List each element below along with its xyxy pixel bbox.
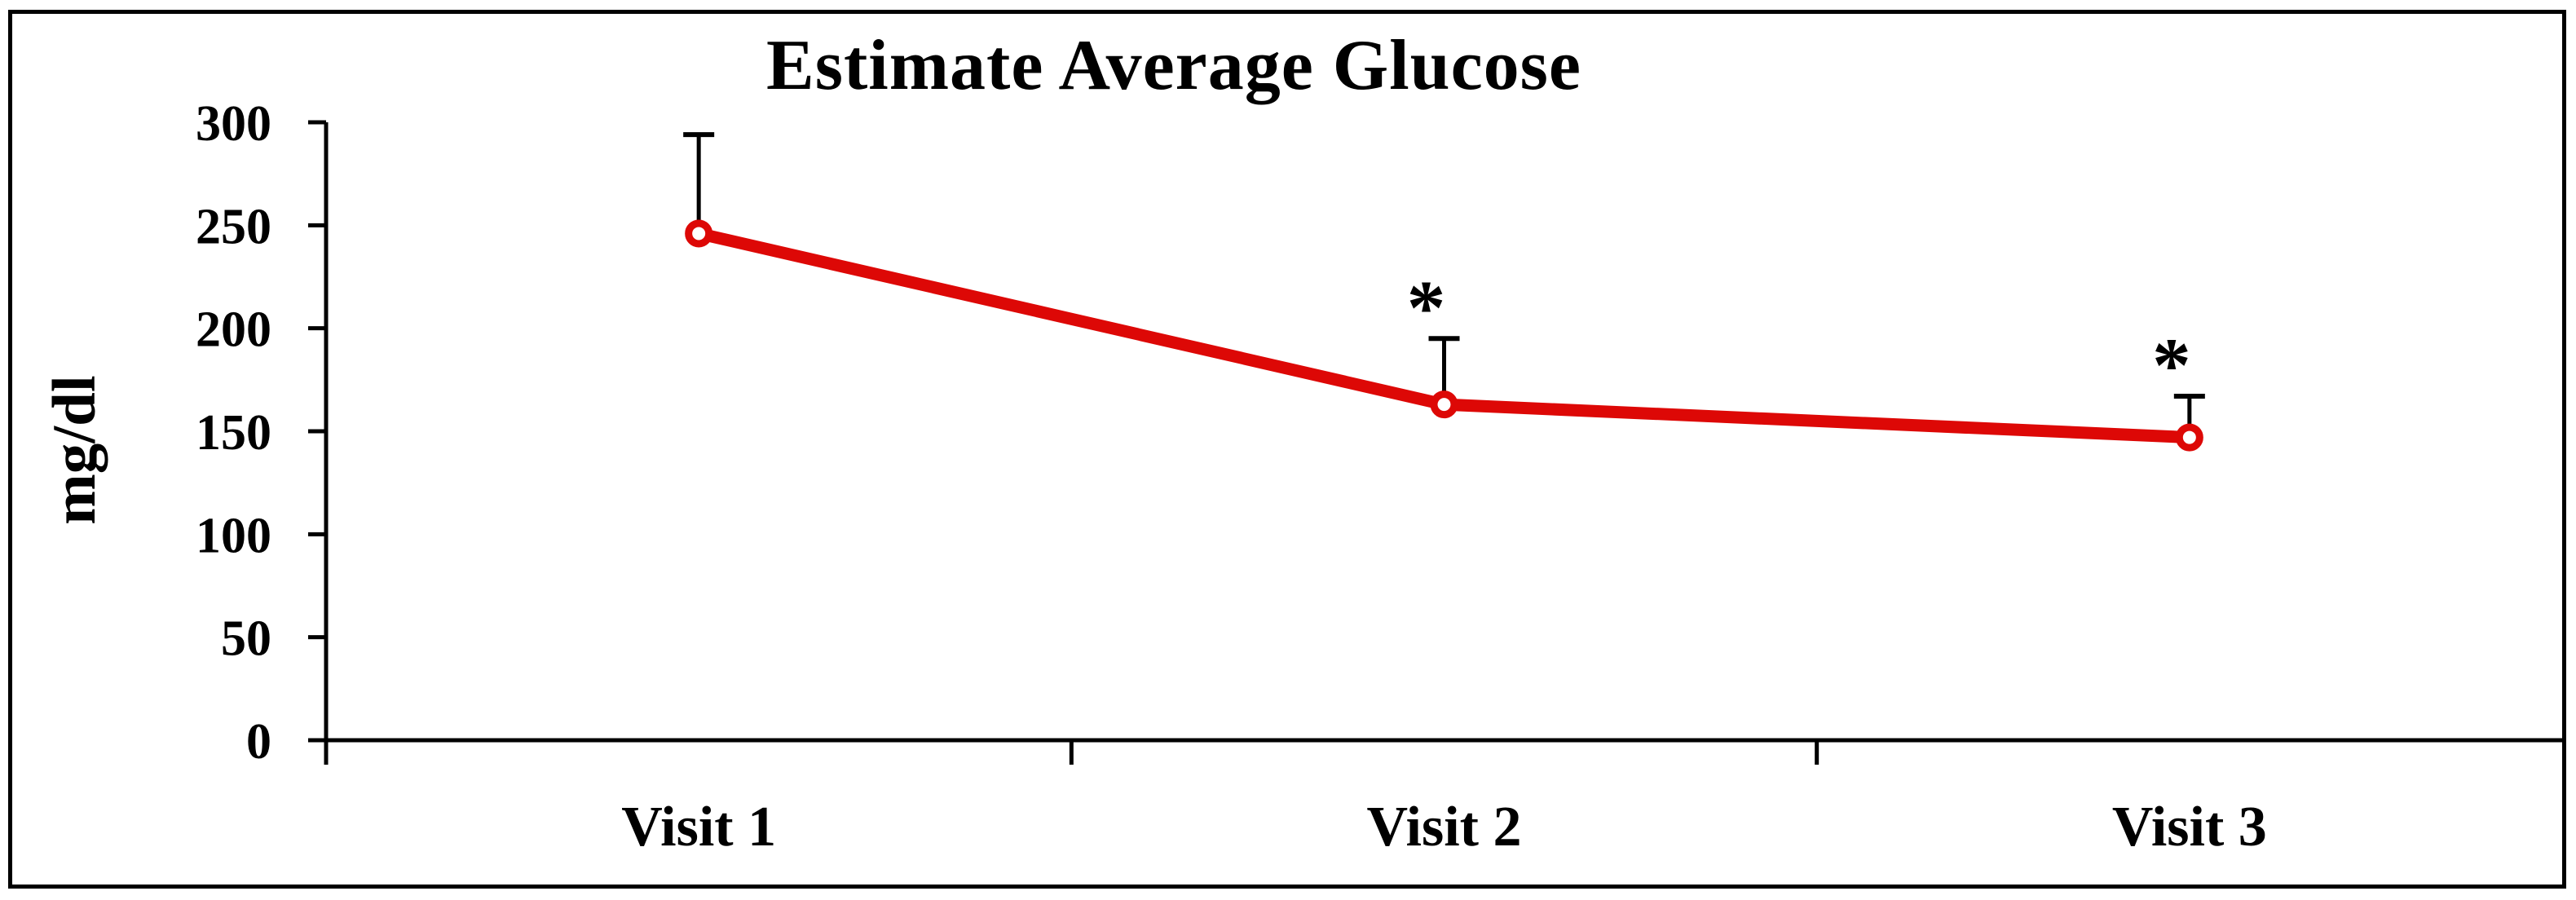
y-axis-tick-label: 150 (196, 405, 271, 461)
y-axis-tick-label: 250 (196, 199, 271, 254)
y-axis-tick-label: 50 (221, 611, 271, 667)
y-axis-tick-label: 0 (246, 714, 271, 770)
data-point-marker (1430, 390, 1458, 419)
y-axis-tick-label: 300 (196, 96, 271, 152)
data-point-marker (685, 219, 713, 248)
x-axis-category-label: Visit 2 (1367, 796, 1522, 858)
x-axis-category-label: Visit 1 (621, 796, 776, 858)
data-point-marker (2175, 423, 2203, 452)
significance-asterisk: * (2152, 322, 2191, 408)
x-axis-category-label: Visit 3 (2112, 796, 2267, 858)
y-axis-tick-label: 100 (196, 508, 271, 563)
significance-asterisk: * (1407, 264, 1446, 351)
chart-title: Estimate Average Glucose (766, 26, 1581, 105)
y-axis-tick-label: 200 (196, 302, 271, 358)
